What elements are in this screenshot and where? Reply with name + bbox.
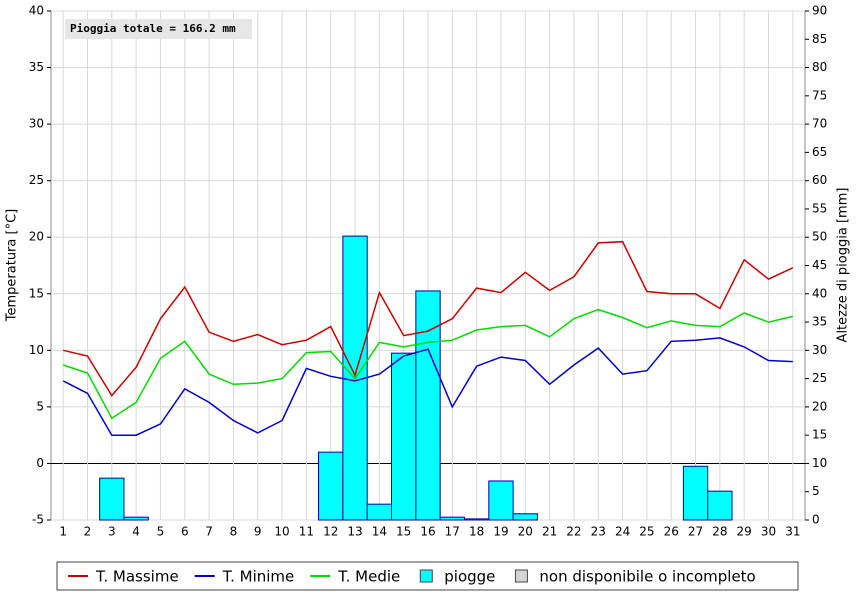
y-tick-label: 0 xyxy=(36,456,44,470)
bar xyxy=(463,518,490,521)
y2-tick-label: 5 xyxy=(812,484,820,498)
y-tick-label: -5 xyxy=(32,513,44,527)
x-tick-label: 29 xyxy=(737,525,752,539)
x-tick-label: 10 xyxy=(274,525,289,539)
y2-tick-label: 25 xyxy=(812,371,827,385)
bar xyxy=(682,465,709,521)
bar xyxy=(99,477,125,521)
x-tick-label: 4 xyxy=(132,525,140,539)
bar xyxy=(707,490,733,521)
y2-tick-label: 40 xyxy=(812,286,827,300)
bar xyxy=(439,516,465,521)
x-tick-label: 17 xyxy=(445,525,460,539)
x-tick-label: 19 xyxy=(493,525,508,539)
line xyxy=(62,337,793,436)
x-tick-label: 13 xyxy=(347,525,362,539)
x-tick-label: 26 xyxy=(664,525,679,539)
x-tick-label: 6 xyxy=(181,525,189,539)
line xyxy=(62,308,793,420)
y2-tick-label: 35 xyxy=(812,315,827,329)
y-tick-label: 40 xyxy=(29,4,44,18)
y2-tick-label: 70 xyxy=(812,117,827,131)
annotation: Pioggia totale = 166.2 mm xyxy=(70,22,236,35)
y2-tick-label: 20 xyxy=(812,399,827,413)
legend-items: T. Massime T. Minime T. Medie piogge non dis… xyxy=(68,568,756,586)
x-tick-label: 31 xyxy=(785,525,800,539)
x-tick-label: 12 xyxy=(323,525,338,539)
legend-label: T. Massime xyxy=(95,568,179,586)
x-tick-label: 5 xyxy=(157,525,165,539)
line xyxy=(63,240,794,397)
y-tick-label: 25 xyxy=(29,173,44,187)
y2-tick-label: 75 xyxy=(812,88,827,102)
x-tick-label: 1 xyxy=(59,525,67,539)
x-tick-label: 2 xyxy=(84,525,92,539)
x-tick-label: 7 xyxy=(205,525,213,539)
y2-tick-label: 10 xyxy=(812,456,827,470)
x-tick-label: 9 xyxy=(254,525,262,539)
y2-tick-label: 15 xyxy=(812,428,827,442)
x-tick-label: 27 xyxy=(688,525,703,539)
y-tick-label: 5 xyxy=(36,399,44,413)
lines xyxy=(62,240,794,436)
legend-label: T. Medie xyxy=(337,568,400,586)
x-tick-label: 15 xyxy=(396,525,411,539)
y2-tick-label: 80 xyxy=(812,60,827,74)
bar xyxy=(123,516,149,521)
bar xyxy=(391,352,417,521)
bar xyxy=(366,503,393,521)
y-tick-label: 20 xyxy=(29,230,44,244)
bar xyxy=(488,480,514,521)
x-tick-label: 24 xyxy=(615,525,630,539)
y2-tick-label: 30 xyxy=(812,343,827,357)
y2-tick-label: 60 xyxy=(812,173,827,187)
x-tick-label: 16 xyxy=(420,525,435,539)
x-tick-label: 30 xyxy=(761,525,776,539)
y-tick-label: 10 xyxy=(29,343,44,357)
x-tick-label: 25 xyxy=(639,525,654,539)
bar xyxy=(415,290,441,521)
x-tick-label: 8 xyxy=(230,525,238,539)
legend-swatch xyxy=(419,569,433,583)
y-tick-label: 30 xyxy=(29,117,44,131)
grid xyxy=(47,10,809,521)
y2-tick-label: 90 xyxy=(812,4,827,18)
x-tick-label: 28 xyxy=(712,525,727,539)
y-axis-label: Temperatura [°C] xyxy=(5,209,20,322)
y2-axis-label: Altezze di pioggia [mm] xyxy=(836,188,851,343)
y2-tick-label: 50 xyxy=(812,230,827,244)
x-tick-label: 20 xyxy=(518,525,533,539)
x-tick-label: 23 xyxy=(591,525,606,539)
bar xyxy=(318,451,344,521)
x-tick-label: 18 xyxy=(469,525,484,539)
y-tick-label: 15 xyxy=(29,286,44,300)
annotation-box xyxy=(65,19,252,39)
bars xyxy=(99,235,733,521)
legend-label: T. Minime xyxy=(222,568,295,586)
legend-label: non disponibile o incompleto xyxy=(539,568,755,586)
y2-tick-label: 85 xyxy=(812,32,827,46)
y2-tick-label: 55 xyxy=(812,201,827,215)
x-tick-label: 3 xyxy=(108,525,116,539)
x-tick-label: 22 xyxy=(566,525,581,539)
legend-swatch xyxy=(514,569,528,583)
y2-tick-label: 0 xyxy=(812,513,820,527)
y-tick-label: 35 xyxy=(29,60,44,74)
x-tick-label: 14 xyxy=(372,525,387,539)
bar xyxy=(512,513,538,521)
x-tick-label: 21 xyxy=(542,525,557,539)
legend-label: piogge xyxy=(444,568,495,586)
y2-tick-label: 45 xyxy=(812,258,827,272)
y2-tick-label: 65 xyxy=(812,145,827,159)
x-tick-label: 11 xyxy=(299,525,314,539)
